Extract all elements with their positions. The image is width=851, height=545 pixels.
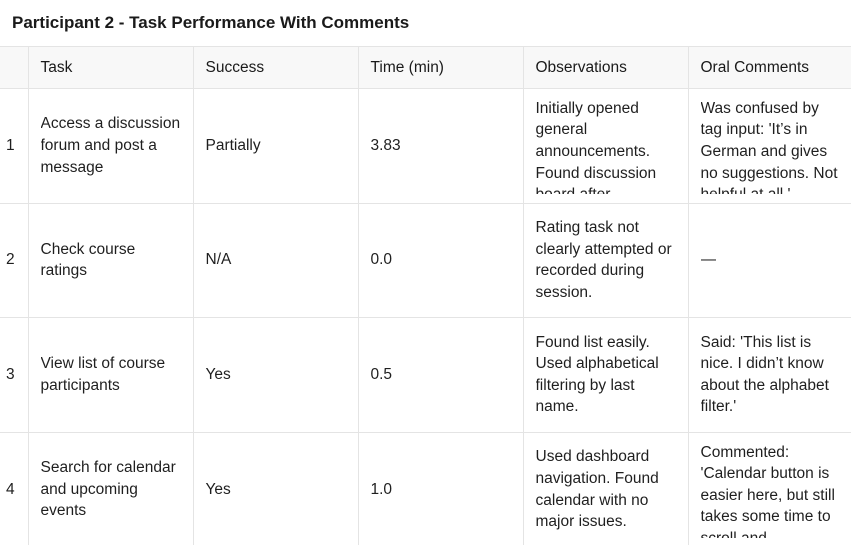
observations-cell: Rating task not clearly attempted or rec… <box>522 202 688 318</box>
task-text: Search for calendar and upcoming events <box>40 459 176 520</box>
observations-cell: Initially opened general announcements. … <box>522 88 688 203</box>
task-text: View list of course participants <box>40 355 166 394</box>
table-row: 2 Check course ratings N/A 0.0 Rating ta… <box>0 202 851 318</box>
task-cell: Check course ratings <box>27 202 193 318</box>
task-performance-table: Task Success Time (min) Observations Ora… <box>0 46 851 545</box>
oral-comments-text: Was confused by tag input: 'It’s in Germ… <box>700 99 838 194</box>
observations-text: Rating task not clearly attempted or rec… <box>535 219 672 301</box>
table-row: 4 Search for calendar and upcoming event… <box>0 431 851 545</box>
time-cell: 0.5 <box>357 317 523 432</box>
success-cell: Yes <box>192 431 358 545</box>
table-row: 1 Access a discussion forum and post a m… <box>0 88 851 203</box>
observations-cell: Used dashboard navigation. Found calenda… <box>522 431 688 545</box>
time-cell: 1.0 <box>357 431 523 545</box>
task-cell: Access a discussion forum and post a mes… <box>27 88 193 203</box>
oral-comments-cell: Said: 'This list is nice. I didn’t know … <box>687 317 851 432</box>
oral-comments-cell: — <box>687 202 851 318</box>
success-cell: Partially <box>192 88 358 203</box>
column-header-oral-comments: Oral Comments <box>687 46 851 89</box>
task-text: Check course ratings <box>40 240 136 280</box>
oral-comments-text: Said: 'This list is nice. I didn’t know … <box>700 333 829 416</box>
table-row: 3 View list of course participants Yes 0… <box>0 317 851 432</box>
row-index: 3 <box>0 317 28 432</box>
observations-text: Initially opened general announcements. … <box>535 99 657 194</box>
success-cell: Yes <box>192 317 358 432</box>
page-title: Participant 2 - Task Performance With Co… <box>12 13 410 32</box>
column-header-observations: Observations <box>522 46 688 89</box>
oral-comments-cell: Was confused by tag input: 'It’s in Germ… <box>687 88 851 203</box>
column-header-time: Time (min) <box>357 46 523 89</box>
success-cell: N/A <box>192 202 358 318</box>
observations-text: Found list easily. Used alphabetical fil… <box>535 333 659 416</box>
oral-comments-text: — <box>700 251 717 269</box>
column-header-success: Success <box>192 46 358 89</box>
time-cell: 3.83 <box>357 88 523 203</box>
observations-cell: Found list easily. Used alphabetical fil… <box>522 317 688 432</box>
row-index: 4 <box>0 431 28 545</box>
task-cell: Search for calendar and upcoming events <box>27 431 193 545</box>
column-header-task: Task <box>27 46 193 89</box>
task-text: Access a discussion forum and post a mes… <box>40 115 181 176</box>
oral-comments-cell: Commented: 'Calendar button is easier he… <box>687 431 851 545</box>
column-header-index <box>0 46 28 89</box>
time-cell: 0.0 <box>357 202 523 318</box>
row-index: 1 <box>0 88 28 203</box>
observations-text: Used dashboard navigation. Found calenda… <box>535 448 659 531</box>
oral-comments-text: Commented: 'Calendar button is easier he… <box>700 443 835 538</box>
row-index: 2 <box>0 202 28 318</box>
task-cell: View list of course participants <box>27 317 193 432</box>
header-row: Task Success Time (min) Observations Ora… <box>0 46 851 89</box>
